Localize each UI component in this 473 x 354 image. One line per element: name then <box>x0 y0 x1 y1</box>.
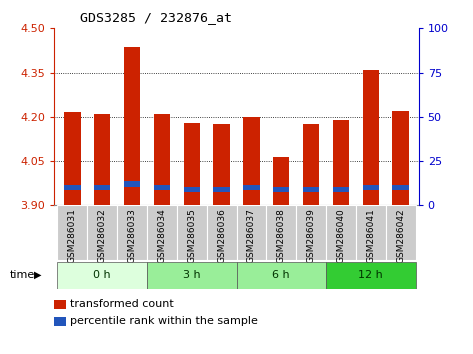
Text: GSM286036: GSM286036 <box>217 208 226 263</box>
Bar <box>57 205 87 260</box>
Text: GSM286034: GSM286034 <box>158 208 166 263</box>
Text: GSM286035: GSM286035 <box>187 208 196 263</box>
Bar <box>94 114 110 205</box>
Bar <box>243 185 260 190</box>
Bar <box>154 185 170 190</box>
Bar <box>147 262 236 289</box>
Bar <box>266 205 296 260</box>
Text: GSM286031: GSM286031 <box>68 208 77 263</box>
Bar <box>94 185 110 190</box>
Bar <box>393 185 409 190</box>
Text: 0 h: 0 h <box>93 270 111 280</box>
Text: GSM286038: GSM286038 <box>277 208 286 263</box>
Bar <box>363 185 379 190</box>
Text: GSM286041: GSM286041 <box>367 208 376 263</box>
Bar <box>303 124 319 205</box>
Bar <box>213 124 230 205</box>
Text: ▶: ▶ <box>34 270 42 280</box>
Bar <box>326 262 416 289</box>
Bar <box>333 120 349 205</box>
Bar <box>236 262 326 289</box>
Bar <box>184 187 200 192</box>
Bar <box>147 205 177 260</box>
Text: 3 h: 3 h <box>183 270 201 280</box>
Bar <box>303 187 319 192</box>
Bar <box>273 187 289 192</box>
Bar <box>177 205 207 260</box>
Text: GSM286033: GSM286033 <box>128 208 137 263</box>
Bar <box>236 205 266 260</box>
Text: percentile rank within the sample: percentile rank within the sample <box>70 316 258 326</box>
Text: GDS3285 / 232876_at: GDS3285 / 232876_at <box>80 11 232 24</box>
Text: 6 h: 6 h <box>272 270 290 280</box>
Bar <box>213 187 230 192</box>
Text: GSM286039: GSM286039 <box>307 208 315 263</box>
Bar <box>57 262 147 289</box>
Text: GSM286042: GSM286042 <box>396 208 405 263</box>
Bar <box>124 47 140 205</box>
Bar <box>356 205 386 260</box>
Text: transformed count: transformed count <box>70 299 174 309</box>
Bar <box>154 114 170 205</box>
Bar <box>273 156 289 205</box>
Bar <box>296 205 326 260</box>
Text: GSM286032: GSM286032 <box>97 208 106 263</box>
Text: time: time <box>9 270 35 280</box>
Bar <box>333 187 349 192</box>
Bar <box>64 185 80 190</box>
Text: 12 h: 12 h <box>359 270 383 280</box>
Text: GSM286037: GSM286037 <box>247 208 256 263</box>
Bar <box>243 117 260 205</box>
Bar <box>184 123 200 205</box>
Bar <box>363 70 379 205</box>
Bar <box>117 205 147 260</box>
Bar <box>87 205 117 260</box>
Bar <box>326 205 356 260</box>
Text: GSM286040: GSM286040 <box>336 208 345 263</box>
Bar <box>124 181 140 187</box>
Bar <box>207 205 236 260</box>
Bar <box>393 111 409 205</box>
Bar <box>386 205 416 260</box>
Bar <box>64 113 80 205</box>
